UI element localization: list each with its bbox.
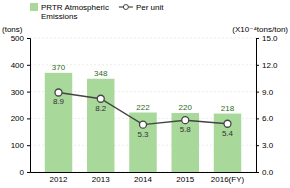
legend: PRTR AtmosphericEmissions Per unit (30, 3, 164, 21)
tick: 2012 (50, 172, 68, 184)
legend-label: Per unit (136, 3, 164, 12)
data-label: 370 (52, 63, 66, 72)
legend-label: PRTR AtmosphericEmissions (41, 3, 109, 21)
bar (45, 73, 72, 172)
tick: 15.0 (256, 34, 278, 43)
legend-item: Per unit (119, 3, 164, 12)
tick-label: 500 (11, 34, 25, 43)
data-label: 222 (136, 103, 150, 112)
tick: 0 (20, 168, 30, 177)
data-label: 348 (94, 69, 108, 78)
tick-label: 3.0 (262, 141, 274, 150)
tick-mark (256, 118, 259, 119)
tick: 100 (11, 141, 30, 150)
y-axis-label: (tons) (2, 25, 23, 34)
tick-label: 100 (11, 141, 25, 150)
tick-mark (256, 92, 259, 93)
legend-swatch (30, 3, 38, 11)
legend-item: PRTR AtmosphericEmissions (30, 3, 109, 21)
tick: 12.0 (256, 61, 278, 70)
marker (97, 95, 104, 102)
axis-domain (257, 39, 260, 173)
plot: 2012 2013 2014 2015 2016(FY) 0 100 200 300 400 500… (11, 34, 278, 184)
marks (45, 73, 241, 172)
tick: 6.0 (256, 114, 274, 123)
data-label: 5.8 (180, 125, 192, 134)
tick-label: 2016(FY) (211, 175, 245, 184)
bar (129, 113, 156, 172)
tick: 9.0 (256, 88, 274, 97)
tick-mark (27, 92, 30, 93)
marker (55, 89, 62, 96)
data-label: 5.3 (137, 130, 149, 139)
y2-axis: 0.0 3.0 6.0 9.0 12.0 15.0 (256, 34, 278, 177)
data-label: 8.9 (53, 97, 65, 106)
tick-label: 12.0 (262, 61, 278, 70)
tick-mark (27, 118, 30, 119)
tick-label: 400 (11, 61, 25, 70)
tick: 400 (11, 61, 30, 70)
y2-axis-label: (X10⁻⁴tons/ton) (232, 25, 288, 34)
tick-label: 300 (11, 88, 25, 97)
data-label: 5.4 (222, 129, 234, 138)
tick-label: 2014 (134, 175, 152, 184)
marker (140, 121, 147, 128)
tick-mark (27, 65, 30, 66)
legend-marker (123, 5, 128, 10)
tick-mark (256, 65, 259, 66)
tick-mark (27, 38, 30, 39)
grid (30, 38, 256, 172)
y-axis: 0 100 200 300 400 500 (11, 34, 31, 177)
x-axis: 2012 2013 2014 2015 2016(FY) (31, 172, 257, 184)
tick-label: 6.0 (262, 114, 274, 123)
tick-label: 200 (11, 114, 25, 123)
marker (224, 120, 231, 127)
data-label: 8.2 (95, 104, 107, 113)
axis-domain (31, 172, 257, 173)
tick-label: 0.0 (262, 168, 274, 177)
axis-domain (27, 39, 31, 173)
tick-label: 2012 (50, 175, 68, 184)
tick-mark (256, 145, 259, 146)
tick: 2013 (92, 172, 110, 184)
tick: 200 (11, 114, 30, 123)
tick: 300 (11, 88, 30, 97)
tick: 0.0 (256, 168, 274, 177)
line (59, 92, 228, 124)
tick: 500 (11, 34, 30, 43)
bar (87, 79, 114, 172)
tick-mark (256, 38, 259, 39)
data-labels: 370 348 222 220 218 8.9 8.2 5.3 5.8 5.4 (52, 63, 235, 139)
tick-label: 9.0 (262, 88, 274, 97)
tick: 2015 (176, 172, 194, 184)
tick-label: 2013 (92, 175, 110, 184)
tick-mark (27, 145, 30, 146)
tick-mark (27, 172, 30, 173)
tick-label: 15.0 (262, 34, 278, 43)
tick: 2014 (134, 172, 152, 184)
chart: 2012 2013 2014 2015 2016(FY) 0 100 200 300 400 500… (0, 0, 290, 188)
tick-label: 2015 (176, 175, 194, 184)
marker (182, 117, 189, 124)
tick-mark (256, 172, 259, 173)
tick: 3.0 (256, 141, 274, 150)
grid-line (30, 38, 256, 39)
data-label: 220 (179, 103, 193, 112)
tick: 2016(FY) (211, 172, 245, 184)
data-label: 218 (221, 104, 235, 113)
tick-label: 0 (20, 168, 25, 177)
